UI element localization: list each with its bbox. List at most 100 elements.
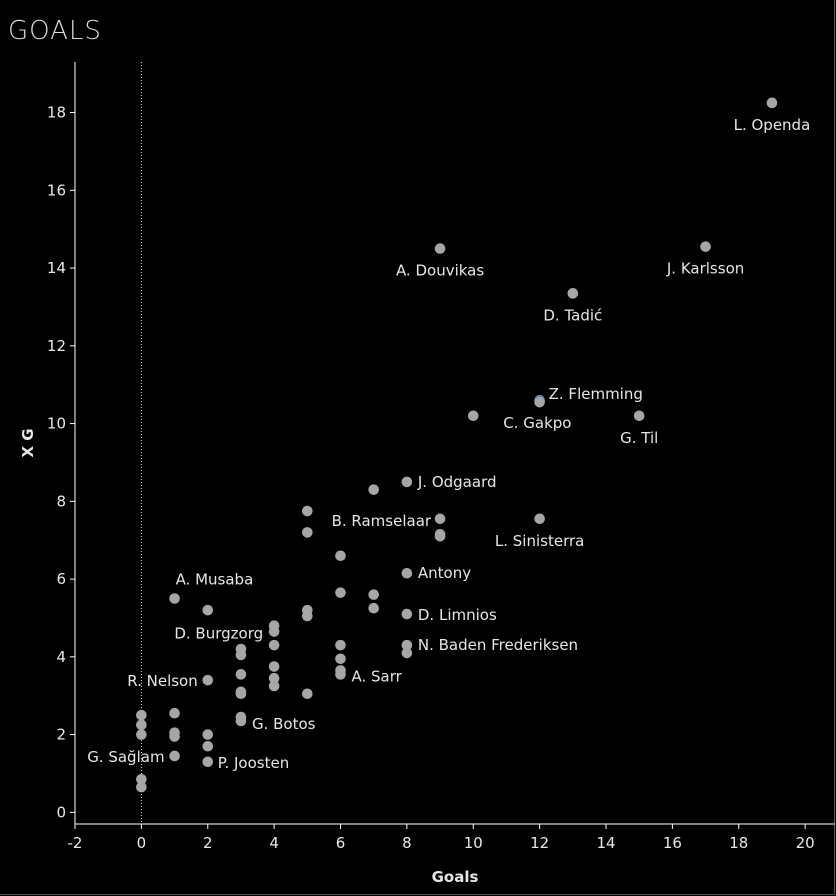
point-label: P. Joosten — [218, 754, 289, 772]
data-point[interactable] — [302, 505, 313, 517]
data-point[interactable] — [202, 674, 214, 686]
point-label: J. Odgaard — [417, 473, 497, 491]
y-tick-label: 16 — [47, 181, 66, 199]
data-point[interactable] — [401, 567, 413, 579]
x-tick-label: 8 — [402, 834, 412, 852]
y-axis-ticks: 0 2 4 6 8 10 12 14 16 18 — [47, 104, 75, 821]
data-point[interactable] — [235, 688, 247, 700]
x-tick-label: 16 — [663, 834, 682, 852]
data-point[interactable] — [202, 740, 214, 752]
data-point[interactable] — [235, 715, 247, 727]
x-tick-label: 6 — [336, 834, 346, 852]
point-label: A. Musaba — [176, 571, 254, 589]
data-point[interactable] — [268, 661, 280, 672]
data-point[interactable] — [302, 610, 313, 622]
data-point[interactable] — [169, 707, 180, 719]
x-tick-label: -2 — [68, 834, 83, 852]
data-point[interactable] — [766, 97, 778, 109]
y-tick-label: 14 — [47, 259, 66, 277]
point-label: R. Nelson — [127, 672, 198, 690]
x-tick-label: 14 — [596, 834, 615, 852]
data-point[interactable] — [268, 680, 280, 692]
data-point[interactable] — [534, 513, 545, 525]
data-point[interactable] — [567, 288, 579, 299]
data-point[interactable] — [700, 241, 711, 252]
data-point[interactable] — [302, 527, 313, 538]
point-label: J. Karlsson — [666, 260, 744, 278]
point-label: C. Gakpo — [503, 414, 571, 432]
data-point[interactable] — [401, 608, 413, 620]
point-label: N. Baden Frederiksen — [418, 636, 578, 654]
point-label: D. Tadić — [543, 306, 602, 324]
data-point[interactable] — [401, 639, 413, 651]
data-point[interactable] — [335, 587, 346, 598]
data-point[interactable] — [268, 672, 280, 684]
data-point[interactable] — [235, 669, 247, 680]
x-tick-label: 0 — [137, 834, 147, 852]
data-point[interactable] — [401, 476, 413, 488]
x-axis-label: Goals — [432, 868, 479, 886]
data-point[interactable] — [202, 756, 214, 768]
data-point[interactable] — [534, 396, 545, 408]
data-point[interactable] — [169, 593, 180, 604]
y-tick-label: 10 — [47, 415, 66, 433]
x-axis-ticks: -2 0 2 4 6 8 10 12 14 16 18 20 — [68, 824, 815, 852]
data-point[interactable] — [169, 731, 180, 742]
y-tick-label: 8 — [56, 492, 66, 510]
data-point[interactable] — [368, 602, 379, 614]
point-label: A. Sarr — [352, 667, 403, 685]
data-point[interactable] — [335, 639, 346, 651]
point-label: L. Openda — [734, 116, 811, 134]
point-label: G. Sağlam — [87, 748, 164, 766]
y-tick-label: 4 — [56, 648, 66, 666]
data-point[interactable] — [268, 626, 280, 637]
data-point[interactable] — [467, 410, 479, 422]
x-tick-label: 18 — [729, 834, 748, 852]
data-point[interactable] — [235, 649, 247, 661]
y-tick-label: 2 — [56, 726, 66, 744]
data-point[interactable] — [169, 750, 180, 762]
data-point[interactable] — [401, 647, 413, 659]
y-tick-label: 12 — [47, 337, 66, 355]
y-tick-label: 18 — [47, 104, 66, 122]
data-point[interactable] — [268, 639, 280, 651]
point-label: L. Sinisterra — [495, 532, 584, 550]
x-tick-label: 4 — [269, 834, 279, 852]
data-point[interactable] — [335, 550, 346, 562]
data-point[interactable] — [202, 604, 214, 616]
data-point[interactable] — [633, 410, 645, 422]
data-point[interactable] — [434, 513, 446, 525]
data-point[interactable] — [434, 531, 446, 542]
data-point[interactable] — [136, 773, 147, 785]
point-label: G. Botos — [252, 715, 316, 733]
point-label: G. Til — [620, 429, 658, 447]
x-tick-label: 2 — [203, 834, 213, 852]
data-point[interactable] — [368, 484, 379, 495]
point-label: D. Limnios — [418, 606, 497, 624]
y-axis-label: X G — [19, 428, 37, 457]
data-points[interactable] — [136, 97, 778, 793]
data-point[interactable] — [302, 688, 313, 700]
point-label: B. Ramselaar — [332, 512, 432, 530]
data-point[interactable] — [368, 589, 379, 600]
point-label: A. Douvikas — [396, 262, 484, 280]
data-point[interactable] — [335, 653, 346, 665]
x-tick-label: 10 — [464, 834, 483, 852]
axes — [74, 62, 835, 825]
y-tick-label: 6 — [56, 570, 66, 588]
data-point[interactable] — [335, 669, 346, 680]
point-labels: L. Openda J. Karlsson A. Douvikas D. Tadić Z… — [87, 116, 810, 772]
data-point[interactable] — [202, 729, 214, 740]
page-title: GOALS — [8, 16, 102, 46]
data-point[interactable] — [136, 781, 147, 793]
data-point[interactable] — [136, 709, 147, 721]
point-label: Antony — [418, 564, 471, 582]
data-point[interactable] — [136, 719, 147, 731]
x-tick-label: 12 — [530, 834, 549, 852]
data-point[interactable] — [136, 729, 147, 740]
point-label: D. Burgzorg — [174, 625, 263, 643]
x-tick-label: 20 — [796, 834, 815, 852]
data-point[interactable] — [434, 243, 446, 254]
